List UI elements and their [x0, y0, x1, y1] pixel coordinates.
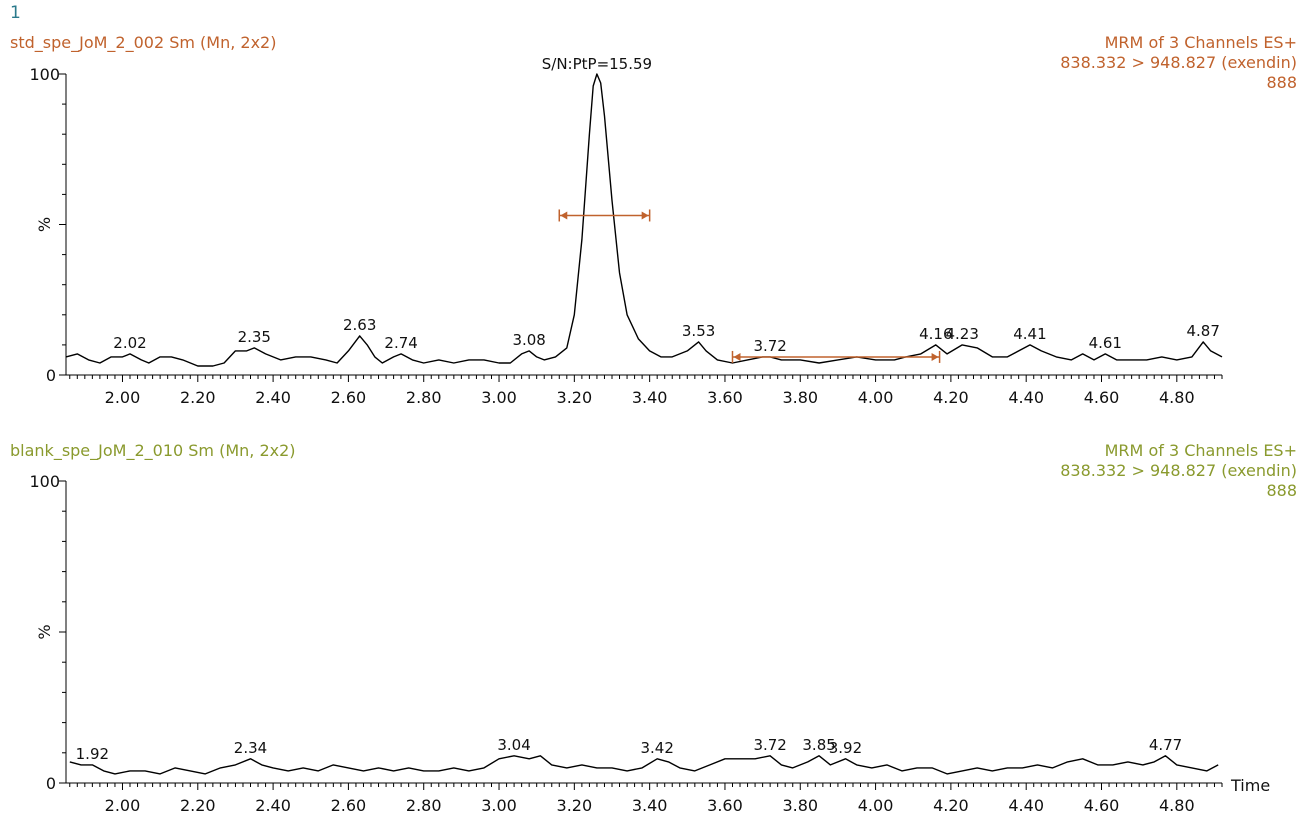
peak-label: 3.53 — [682, 322, 715, 340]
panel-2-info-line-1: MRM of 3 Channels ES+ — [1104, 441, 1297, 460]
panel-2-info-line-3: 888 — [1266, 481, 1297, 500]
y-tick-label: 100 — [29, 65, 60, 84]
x-tick-label: 4.80 — [1159, 796, 1195, 815]
x-tick-label: 4.60 — [1084, 796, 1120, 815]
x-tick-label: 2.80 — [406, 388, 442, 407]
x-tick-label: 2.60 — [331, 388, 367, 407]
x-tick-label: 2.20 — [180, 388, 216, 407]
range-marker — [731, 350, 941, 363]
panel-1-info: MRM of 3 Channels ES+ 838.332 > 948.827 … — [1060, 33, 1297, 93]
peak-label: 4.61 — [1089, 334, 1122, 352]
x-tick-label: 3.80 — [782, 796, 818, 815]
x-tick-label: 2.20 — [180, 796, 216, 815]
signal-to-noise-label: S/N:PtP=15.59 — [542, 55, 652, 73]
x-tick-label: 4.60 — [1084, 388, 1120, 407]
x-tick-label: 2.60 — [331, 796, 367, 815]
x-tick-label: 2.80 — [406, 796, 442, 815]
range-marker — [558, 209, 651, 222]
peak-label: 3.42 — [640, 739, 673, 757]
peak-label: 2.35 — [238, 328, 271, 346]
x-tick-label: 2.00 — [105, 388, 141, 407]
peak-label: 4.16 — [919, 325, 952, 343]
peak-label: 1.92 — [76, 745, 109, 763]
panel-1-info-line-3: 888 — [1266, 73, 1297, 92]
range-arrow-right — [641, 211, 649, 220]
x-tick-label: 4.40 — [1008, 796, 1044, 815]
series-line — [65, 73, 1223, 367]
peak-label: 3.85 — [802, 736, 835, 754]
panel-1-plot: 100 0% 2.00 2.20 2.40 2.60 2.80 3.00 3.20 3.40 3.6… — [29, 55, 1223, 407]
series-line — [69, 755, 1219, 775]
panel-2-plot: 100 0% 2.00 2.20 2.40 2.60 2.80 3.00 3.20 3.40 3.6… — [29, 472, 1270, 815]
x-tick-label: 4.20 — [933, 796, 969, 815]
x-tick-label: 3.00 — [481, 388, 517, 407]
y-tick-label: 100 — [29, 472, 60, 491]
peak-label: 3.72 — [753, 736, 786, 754]
peak-label: 3.08 — [512, 331, 545, 349]
y-axis-label: % — [35, 217, 54, 232]
x-tick-label: 3.80 — [782, 388, 818, 407]
x-tick-label: 2.40 — [255, 796, 291, 815]
peak-label: 4.41 — [1013, 325, 1046, 343]
peak-label: 3.04 — [497, 736, 530, 754]
peak-label: 3.92 — [829, 739, 862, 757]
x-tick-label: 3.40 — [632, 796, 668, 815]
range-arrow-left — [733, 352, 741, 361]
x-axis-label: Time — [1230, 776, 1270, 795]
peak-label: 2.02 — [113, 334, 146, 352]
range-arrow-right — [931, 352, 939, 361]
y-tick-label: 0 — [46, 366, 56, 385]
panel-1-info-line-2: 838.332 > 948.827 (exendin) — [1060, 53, 1297, 72]
panel-2-info-line-2: 838.332 > 948.827 (exendin) — [1060, 461, 1297, 480]
peak-label: 2.74 — [384, 334, 417, 352]
x-tick-label: 2.40 — [255, 388, 291, 407]
panel-1-title: std_spe_JoM_2_002 Sm (Mn, 2x2) — [10, 33, 277, 52]
x-tick-label: 3.40 — [632, 388, 668, 407]
peak-label: 4.77 — [1149, 736, 1182, 754]
panel-2-title: blank_spe_JoM_2_010 Sm (Mn, 2x2) — [10, 441, 296, 460]
x-tick-label: 3.20 — [557, 388, 593, 407]
range-arrow-left — [560, 211, 568, 220]
peak-label: 2.63 — [343, 316, 376, 334]
x-tick-label: 3.60 — [707, 796, 743, 815]
x-tick-label: 4.00 — [858, 388, 894, 407]
x-tick-label: 3.60 — [707, 388, 743, 407]
panel-2-info: MRM of 3 Channels ES+ 838.332 > 948.827 … — [1060, 441, 1297, 501]
x-tick-label: 3.20 — [557, 796, 593, 815]
x-tick-label: 4.20 — [933, 388, 969, 407]
x-tick-label: 4.00 — [858, 796, 894, 815]
peak-label: 3.72 — [753, 337, 786, 355]
x-tick-label: 4.80 — [1159, 388, 1195, 407]
peak-label: 4.23 — [945, 325, 978, 343]
x-tick-label: 2.00 — [105, 796, 141, 815]
peak-label: 4.87 — [1186, 322, 1219, 340]
peak-label: 2.34 — [234, 739, 267, 757]
x-tick-label: 3.00 — [481, 796, 517, 815]
x-tick-label: 4.40 — [1008, 388, 1044, 407]
y-axis-label: % — [35, 624, 54, 639]
panel-1-info-line-1: MRM of 3 Channels ES+ — [1104, 33, 1297, 52]
y-tick-label: 0 — [46, 774, 56, 793]
page-number: 1 — [10, 3, 21, 23]
